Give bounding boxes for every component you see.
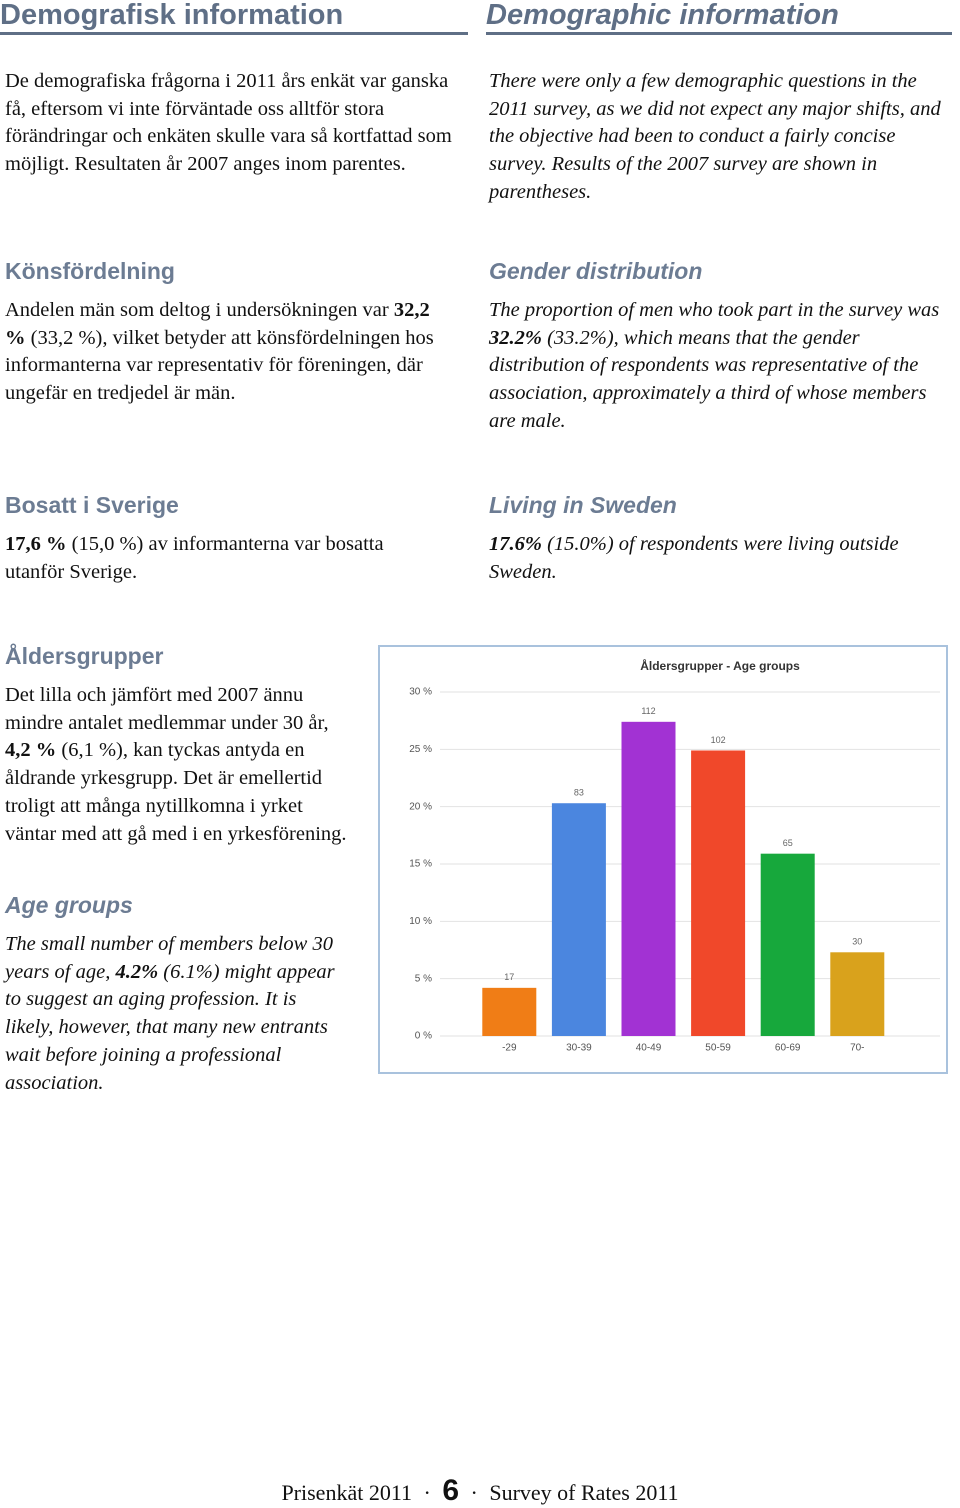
x-tick-label: 60-69: [775, 1043, 801, 1054]
heading: Bosatt i Sverige: [5, 492, 179, 518]
y-tick-label: 20 %: [409, 801, 432, 812]
title-en: Demographic information: [486, 0, 952, 35]
text: (15.0%) of respondents were living outsi…: [489, 533, 899, 583]
count-label: 17: [504, 972, 514, 982]
text: (6.1%) might appear to suggest an aging …: [5, 960, 335, 1094]
heading: Age groups: [5, 892, 133, 918]
footer-right: Survey of Rates 2011: [489, 1480, 679, 1505]
separator: ·: [470, 1480, 478, 1505]
bar: [551, 803, 606, 1036]
y-tick-label: 10 %: [409, 916, 432, 927]
text: (15,0 %) av informanterna var bosatta ut…: [5, 533, 384, 583]
gender-en: Gender distribution The proportion of me…: [489, 258, 951, 436]
count-label: 112: [641, 706, 655, 716]
age-en: Age groups The small number of members b…: [5, 892, 345, 1097]
highlight: 32,2 %: [5, 299, 430, 349]
heading: Könsfördelning: [5, 258, 175, 284]
heading: Living in Sweden: [489, 492, 677, 518]
paragraph: 17,6 % (15,0 %) av informanterna var bos…: [5, 531, 447, 586]
y-tick-label: 0 %: [415, 1031, 432, 1042]
residence-en: Living in Sweden 17.6% (15.0%) of respon…: [489, 492, 949, 586]
x-tick-label: 30-39: [566, 1043, 592, 1054]
text: The proportion of men who took part in t…: [489, 299, 940, 321]
paragraph: 17.6% (15.0%) of respondents were living…: [489, 531, 949, 586]
highlight: 17.6%: [489, 533, 542, 555]
bar: [621, 721, 676, 1036]
gender-sv: Könsfördelning Andelen män som deltog i …: [5, 258, 447, 408]
paragraph: The small number of members below 30 yea…: [5, 931, 345, 1097]
footer-left: Prisenkät 2011: [281, 1480, 412, 1505]
text: Det lilla och jämfört med 2007 ännu mind…: [5, 684, 329, 734]
age-sv: Åldersgrupper Det lilla och jämfört med …: [5, 643, 357, 848]
footer: Prisenkät 2011 · 6 · Survey of Rates 201…: [0, 1474, 960, 1508]
x-tick-label: -29: [502, 1043, 517, 1054]
highlight: 4,2 %: [5, 739, 57, 762]
intro-en: There were only a few demographic questi…: [489, 68, 949, 207]
text: (33.2%), which means that the gender dis…: [489, 326, 927, 432]
heading: Gender distribution: [489, 258, 703, 284]
page-number: 6: [442, 1474, 460, 1507]
text: (6,1 %), kan tyckas antyda en åldrande y…: [5, 739, 347, 845]
separator: ·: [423, 1480, 431, 1505]
paragraph: De demografiska frågorna i 2011 års enkä…: [5, 70, 452, 176]
y-tick-label: 30 %: [409, 687, 432, 698]
count-label: 65: [783, 838, 793, 848]
bar: [691, 750, 746, 1036]
bar: [760, 853, 815, 1036]
intro-sv: De demografiska frågorna i 2011 års enkä…: [5, 68, 465, 179]
count-label: 83: [574, 788, 584, 798]
heading: Åldersgrupper: [5, 643, 164, 669]
text: Andelen män som deltog i undersökningen …: [5, 299, 394, 321]
bar: [482, 987, 537, 1036]
chart-title: Åldersgrupper - Age groups: [640, 658, 800, 673]
residence-sv: Bosatt i Sverige 17,6 % (15,0 %) av info…: [5, 492, 447, 586]
paragraph: Det lilla och jämfört med 2007 ännu mind…: [5, 682, 357, 848]
y-tick-label: 15 %: [409, 859, 432, 870]
x-tick-label: 70-: [850, 1043, 864, 1054]
chart: Åldersgrupper - Age groups 0 % 5 % 10 % 15 …: [378, 645, 948, 1074]
paragraph: The proportion of men who took part in t…: [489, 297, 951, 436]
highlight: 17,6 %: [5, 533, 67, 555]
highlight: 32.2%: [489, 326, 542, 349]
text: (33,2 %), vilket betyder att könsfördeln…: [5, 326, 434, 405]
x-tick-label: 40-49: [636, 1043, 662, 1054]
y-tick-label: 25 %: [409, 744, 432, 755]
x-tick-label: 50-59: [705, 1043, 731, 1054]
bar: [830, 952, 885, 1036]
paragraph: There were only a few demographic questi…: [489, 70, 941, 203]
paragraph: Andelen män som deltog i undersökningen …: [5, 297, 447, 408]
title-sv: Demografisk information: [0, 0, 468, 35]
y-tick-label: 5 %: [415, 973, 432, 984]
text: The small number of members below 30 yea…: [5, 933, 333, 983]
highlight: 4.2%: [115, 960, 159, 983]
count-label: 102: [711, 735, 726, 745]
count-label: 30: [852, 937, 862, 947]
